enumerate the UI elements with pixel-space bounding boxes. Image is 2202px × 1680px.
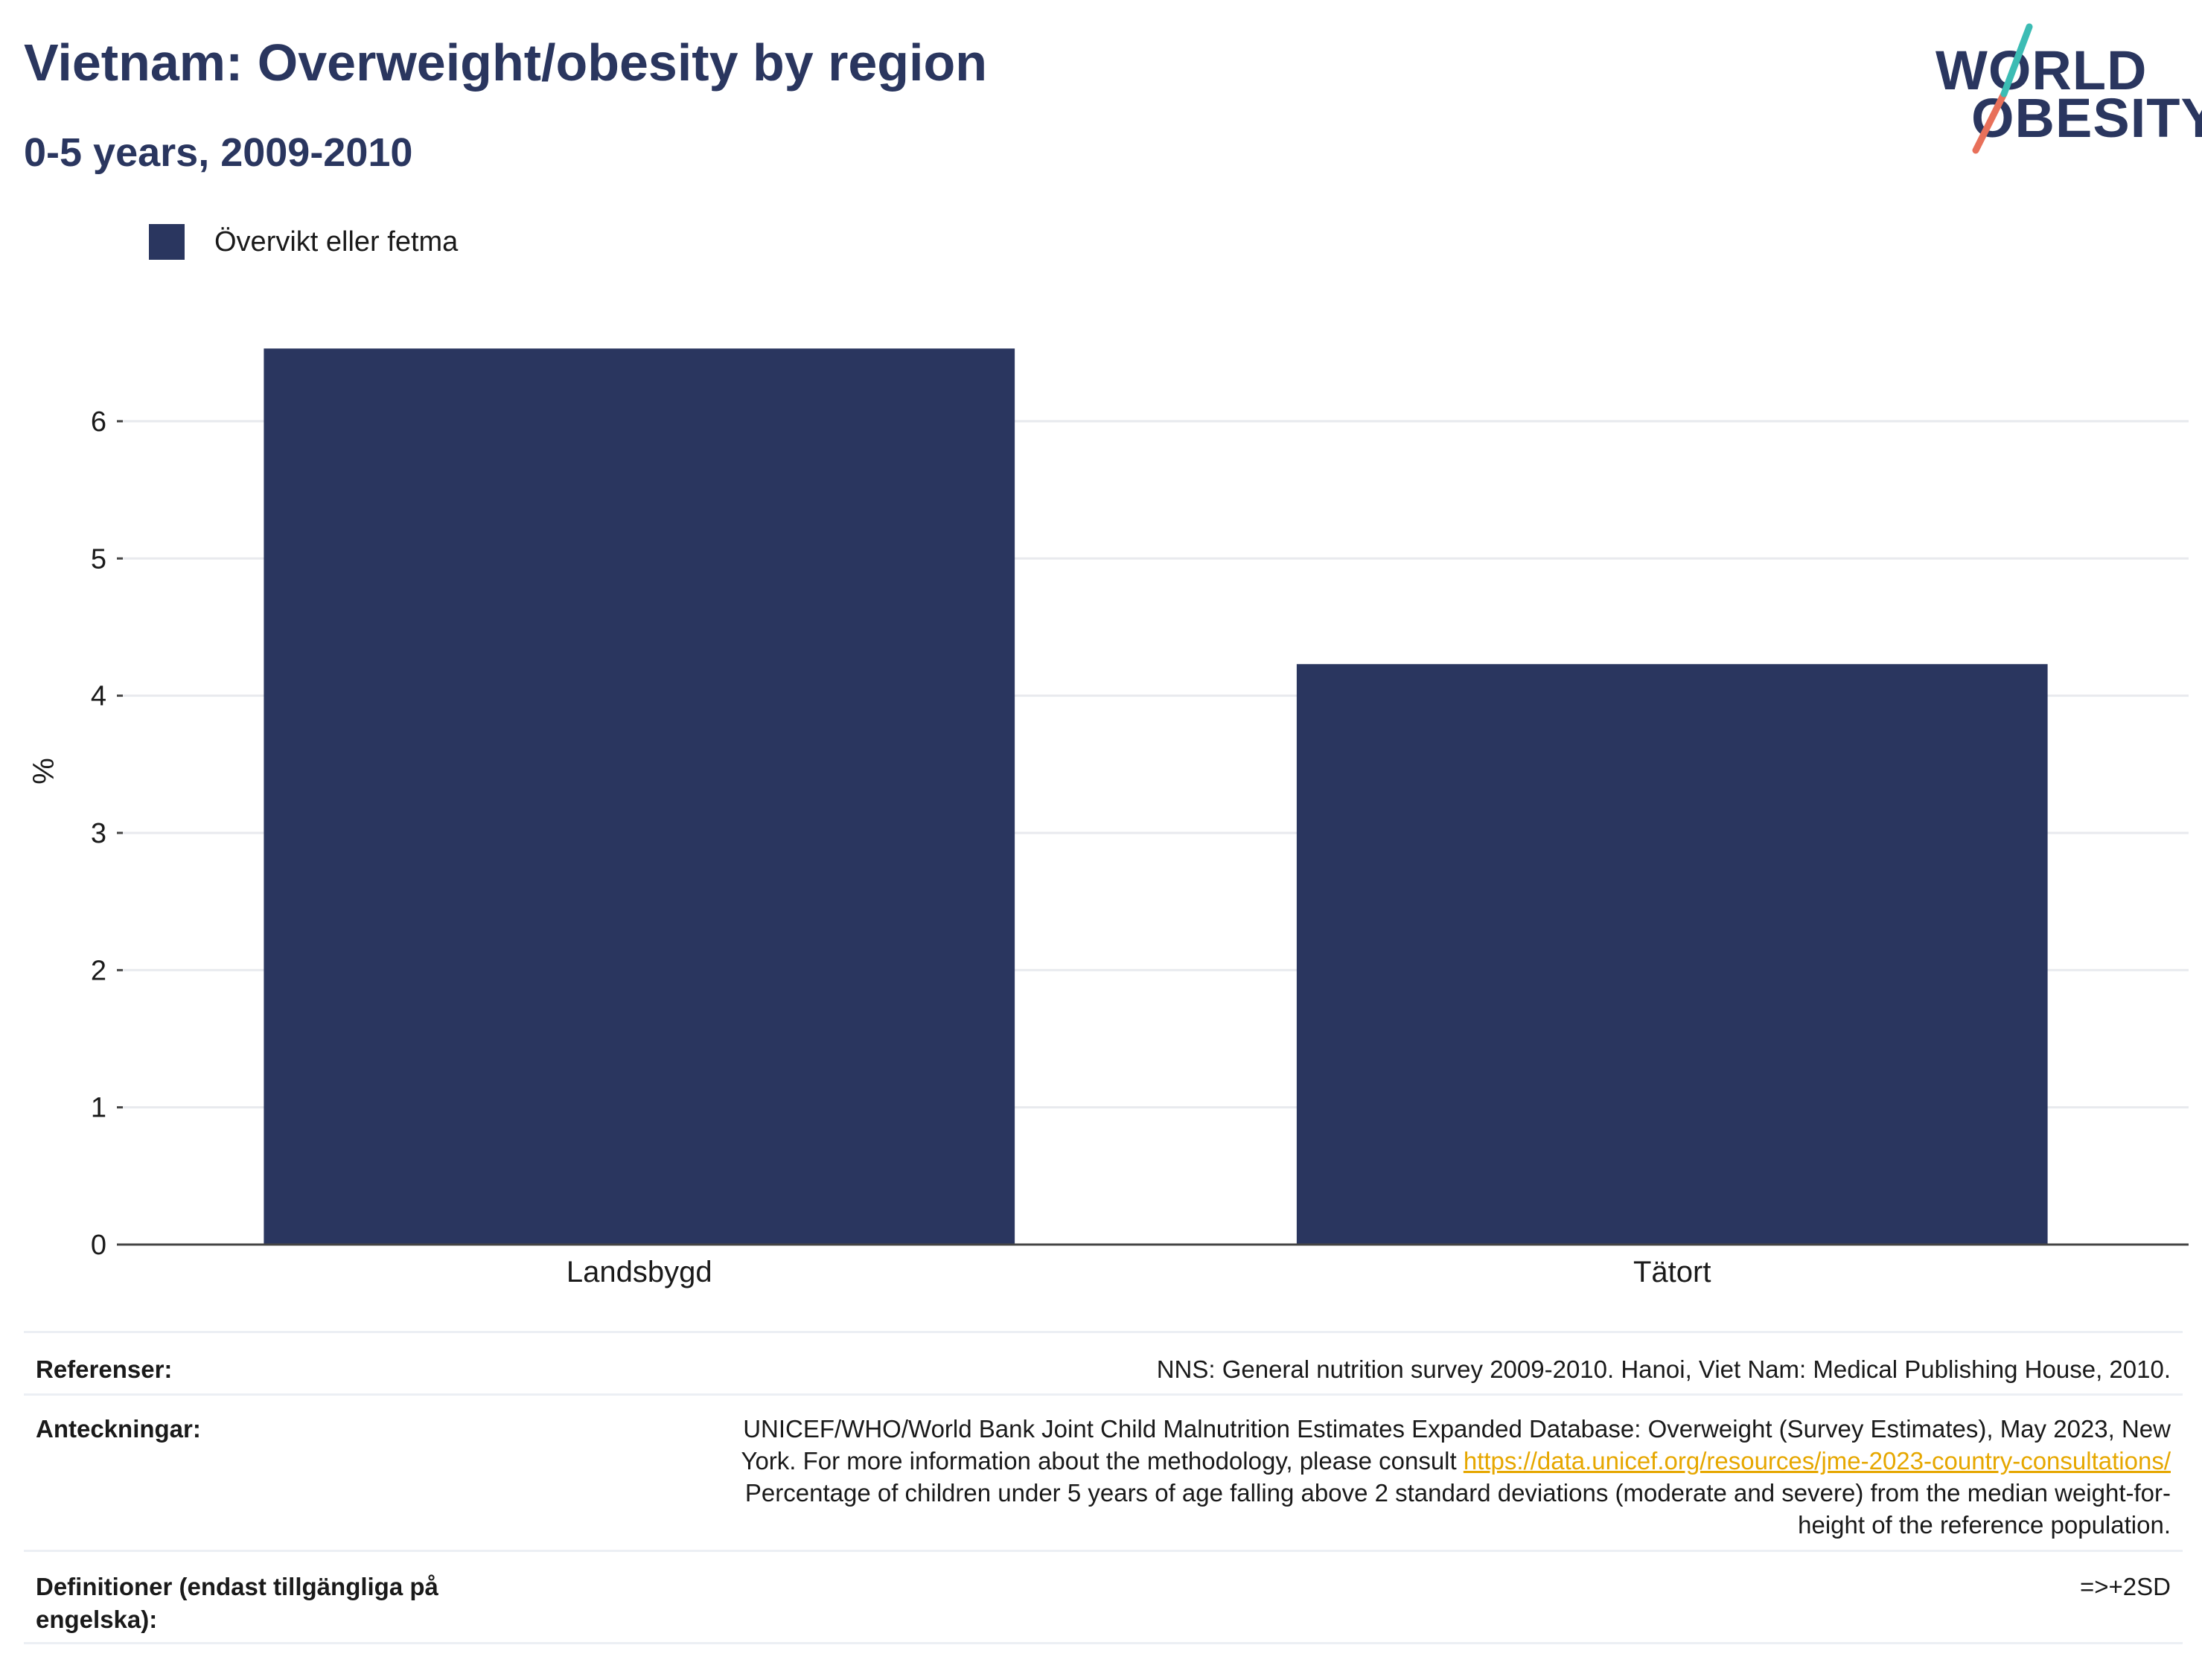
y-tick-label: 2 xyxy=(91,955,106,986)
footer-divider xyxy=(24,1550,2183,1552)
bar-chart: 0 1 2 3 4 5 6 Landsbygd Tätort% xyxy=(28,348,2189,1288)
logo-line-2: OBESITY xyxy=(1971,87,2202,149)
chart-subtitle: 0-5 years, 2009-2010 xyxy=(24,130,413,175)
logo-slash-icon xyxy=(1972,23,2033,154)
y-tick-label: 0 xyxy=(91,1230,106,1261)
y-tick-label: 3 xyxy=(91,818,106,849)
x-tick-label: Landsbygd xyxy=(567,1256,712,1288)
bar xyxy=(1296,664,2048,1245)
definitions-value: =>+2SD xyxy=(2079,1573,2171,1600)
notes-label: Anteckningar: xyxy=(36,1415,201,1443)
legend-swatch xyxy=(149,224,185,260)
definitions-label: Definitioner (endast tillgängliga på eng… xyxy=(36,1573,438,1633)
y-tick-label: 6 xyxy=(91,406,106,438)
y-tick-label: 1 xyxy=(91,1093,106,1124)
y-axis-label: % xyxy=(28,758,60,785)
notes-line-2-text: York. For more information about the met… xyxy=(741,1447,1464,1475)
notes-line-2: York. For more information about the met… xyxy=(607,1445,2171,1477)
chart-title: Vietnam: Overweight/obesity by region xyxy=(24,33,988,92)
logo-line-1: WORLD xyxy=(1935,39,2148,101)
y-tick-label: 4 xyxy=(91,681,106,712)
footer-divider xyxy=(24,1642,2183,1644)
notes-value: UNICEF/WHO/World Bank Joint Child Malnut… xyxy=(607,1413,2171,1541)
notes-line-1: UNICEF/WHO/World Bank Joint Child Malnut… xyxy=(743,1415,2171,1443)
legend[interactable]: Övervikt eller fetma xyxy=(149,223,458,261)
world-obesity-logo: WORLD OBESITY xyxy=(1935,22,2202,156)
y-tick-label: 5 xyxy=(91,543,106,575)
notes-line-4: height of the reference population. xyxy=(1798,1511,2171,1539)
notes-line-3: Percentage of children under 5 years of … xyxy=(744,1479,2171,1507)
bar xyxy=(264,348,1015,1245)
notes-link[interactable]: https://data.unicef.org/resources/jme-20… xyxy=(1463,1447,2171,1475)
legend-label: Övervikt eller fetma xyxy=(214,226,459,258)
footer-divider xyxy=(24,1331,2183,1333)
references-label: Referenser: xyxy=(36,1355,173,1383)
footer-divider xyxy=(24,1393,2183,1396)
x-tick-label: Tätort xyxy=(1633,1256,1711,1288)
references-value: NNS: General nutrition survey 2009-2010.… xyxy=(1156,1355,2171,1383)
